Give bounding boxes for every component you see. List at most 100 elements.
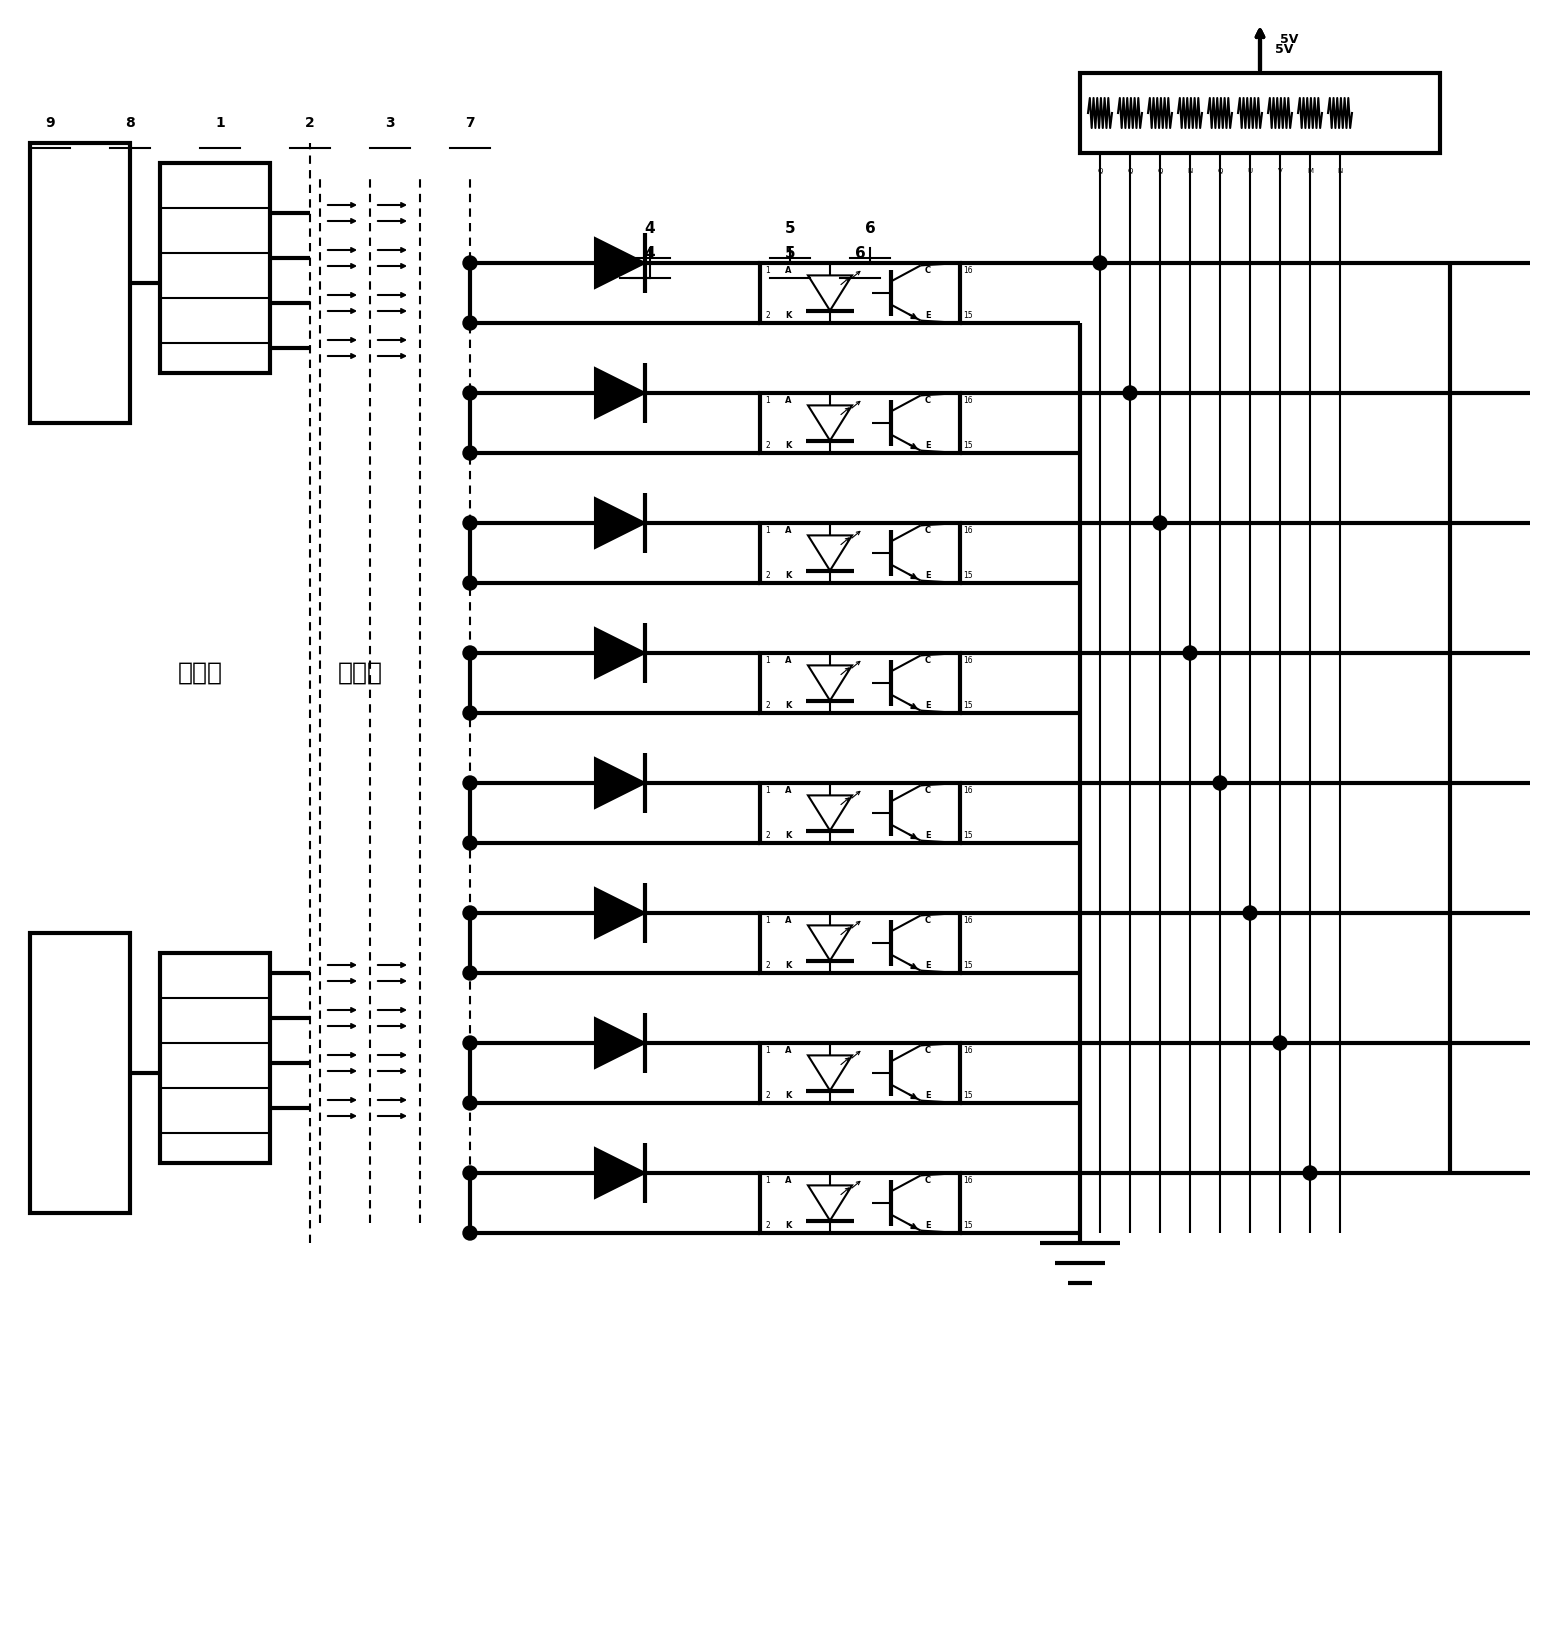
Text: C: C [925, 1176, 932, 1185]
Text: 4: 4 [645, 245, 656, 261]
Text: E: E [925, 440, 930, 450]
Text: 15: 15 [963, 1091, 973, 1101]
Bar [29, 143, 130, 422]
Bar [760, 522, 959, 583]
Text: 1: 1 [215, 117, 225, 130]
Circle shape [1093, 256, 1107, 269]
Polygon shape [595, 238, 645, 288]
Text: C: C [925, 917, 932, 925]
Text: K: K [784, 961, 792, 969]
Text: 2: 2 [766, 311, 770, 320]
Text: E: E [925, 702, 930, 710]
Bar [760, 393, 959, 453]
Text: A: A [784, 1047, 792, 1055]
Polygon shape [595, 1148, 645, 1198]
Text: 2: 2 [766, 961, 770, 969]
Text: 8: 8 [126, 117, 135, 130]
Circle shape [1183, 646, 1197, 660]
Text: E: E [925, 1091, 930, 1101]
Text: 5V: 5V [1280, 33, 1299, 46]
Circle shape [463, 1096, 477, 1111]
Polygon shape [595, 757, 645, 808]
Circle shape [1304, 1167, 1318, 1180]
Text: 6: 6 [854, 245, 865, 261]
Text: U: U [1248, 168, 1252, 174]
Circle shape [463, 775, 477, 790]
Text: E: E [925, 311, 930, 320]
Circle shape [463, 315, 477, 330]
Text: C: C [925, 785, 932, 795]
Text: 9: 9 [45, 117, 54, 130]
Text: K: K [784, 1221, 792, 1231]
Text: 4: 4 [645, 222, 656, 237]
Text: C: C [925, 656, 932, 665]
Polygon shape [808, 925, 853, 961]
Polygon shape [595, 1019, 645, 1068]
Text: 15: 15 [963, 572, 973, 580]
Text: 7: 7 [465, 117, 474, 130]
Text: 3: 3 [386, 117, 395, 130]
Circle shape [463, 646, 477, 660]
Circle shape [463, 256, 477, 269]
Text: 发送端: 发送端 [178, 660, 223, 685]
Text: 16: 16 [963, 785, 973, 795]
Polygon shape [808, 795, 853, 831]
Text: A: A [784, 656, 792, 665]
Text: Q: Q [1158, 168, 1162, 174]
Text: 1: 1 [766, 396, 770, 406]
Circle shape [463, 836, 477, 849]
Circle shape [463, 1167, 477, 1180]
Circle shape [463, 905, 477, 920]
Text: 1: 1 [766, 1176, 770, 1185]
Text: K: K [784, 1091, 792, 1101]
Text: 1: 1 [766, 656, 770, 665]
Text: C: C [925, 396, 932, 406]
Circle shape [1243, 905, 1257, 920]
Text: 2: 2 [766, 1221, 770, 1231]
Bar [760, 263, 959, 324]
Bar [760, 652, 959, 713]
Bar [760, 1173, 959, 1232]
Circle shape [463, 1037, 477, 1050]
Text: 1: 1 [766, 1047, 770, 1055]
Text: 接收端: 接收端 [338, 660, 383, 685]
Text: 2: 2 [766, 440, 770, 450]
Text: C: C [925, 266, 932, 274]
Bar [160, 163, 270, 373]
Text: N: N [1187, 168, 1192, 174]
Text: 2: 2 [766, 572, 770, 580]
Text: V: V [1277, 168, 1282, 174]
Text: A: A [784, 785, 792, 795]
Bar [760, 1043, 959, 1102]
Circle shape [463, 966, 477, 979]
Text: 16: 16 [963, 1176, 973, 1185]
Text: 5: 5 [784, 245, 795, 261]
Text: 15: 15 [963, 440, 973, 450]
Text: E: E [925, 572, 930, 580]
Text: K: K [784, 702, 792, 710]
Text: A: A [784, 526, 792, 536]
Text: K: K [784, 440, 792, 450]
Text: 16: 16 [963, 266, 973, 274]
Text: C: C [925, 526, 932, 536]
Text: 15: 15 [963, 961, 973, 969]
Text: 16: 16 [963, 917, 973, 925]
Bar [760, 784, 959, 843]
Text: E: E [925, 1221, 930, 1231]
Text: 2: 2 [305, 117, 315, 130]
Text: A: A [784, 396, 792, 406]
Bar [760, 914, 959, 973]
Text: 5: 5 [784, 222, 795, 237]
Text: 2: 2 [766, 831, 770, 840]
Text: 16: 16 [963, 656, 973, 665]
Text: N: N [1338, 168, 1342, 174]
Text: 6: 6 [865, 222, 876, 237]
Bar [160, 953, 270, 1163]
Bar [29, 933, 130, 1213]
Text: M: M [1307, 168, 1313, 174]
Text: A: A [784, 1176, 792, 1185]
Text: C: C [925, 1047, 932, 1055]
Text: 1: 1 [766, 526, 770, 536]
Text: A: A [784, 917, 792, 925]
Circle shape [1214, 775, 1228, 790]
